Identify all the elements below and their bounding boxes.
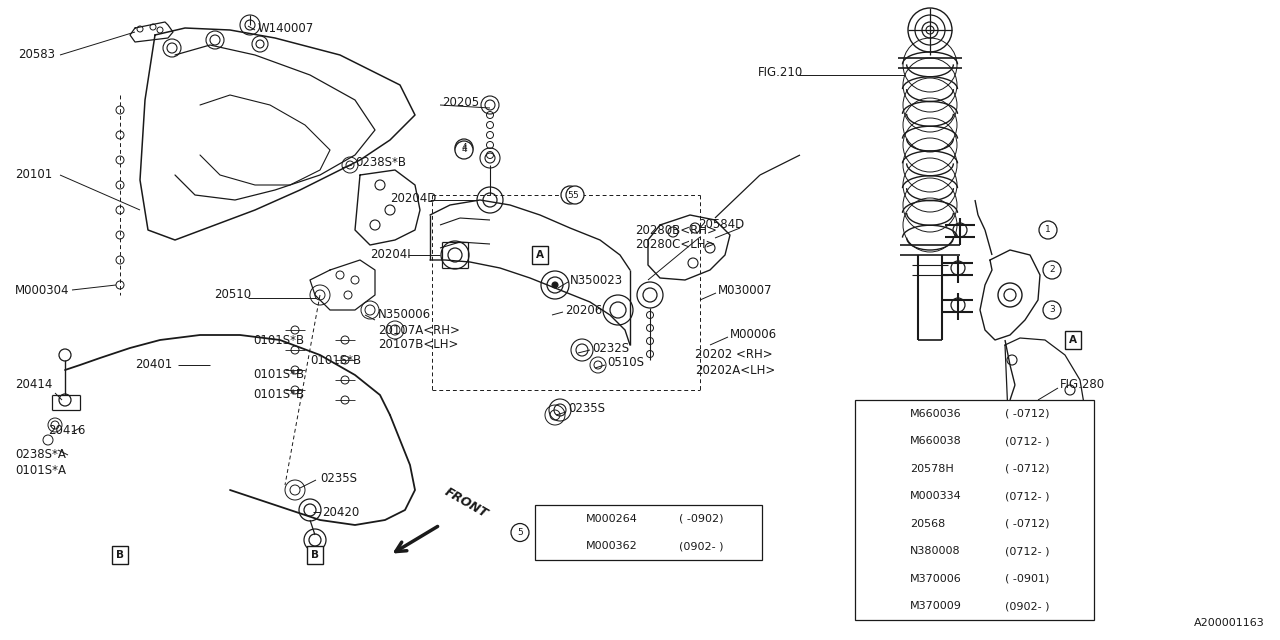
Text: 20204D: 20204D <box>390 191 436 205</box>
Text: 0232S: 0232S <box>591 342 630 355</box>
Text: 0101S*B: 0101S*B <box>253 388 305 401</box>
Circle shape <box>454 139 474 157</box>
Text: 1: 1 <box>1046 225 1051 234</box>
Circle shape <box>561 186 579 204</box>
Bar <box>307 546 323 564</box>
Circle shape <box>872 529 890 547</box>
Text: 0238S*B: 0238S*B <box>355 156 406 168</box>
Text: 5: 5 <box>567 191 573 200</box>
Text: 20280C<LH>: 20280C<LH> <box>635 239 716 252</box>
Text: 20416: 20416 <box>49 424 86 436</box>
Text: 4: 4 <box>878 588 883 597</box>
Text: 2: 2 <box>1050 266 1055 275</box>
Text: (0712- ): (0712- ) <box>1005 492 1050 501</box>
Circle shape <box>454 141 474 159</box>
Text: M00006: M00006 <box>730 328 777 342</box>
Text: N350023: N350023 <box>570 273 623 287</box>
Text: M000362: M000362 <box>586 541 639 551</box>
Text: 20280B<RH>: 20280B<RH> <box>635 223 717 237</box>
Text: 2: 2 <box>878 478 883 487</box>
Text: 4: 4 <box>461 143 467 152</box>
Text: 20107A<RH>: 20107A<RH> <box>378 323 460 337</box>
Text: 3: 3 <box>878 533 883 542</box>
Circle shape <box>511 524 529 541</box>
Text: 20202 <RH>: 20202 <RH> <box>695 349 773 362</box>
Text: 20414: 20414 <box>15 378 52 392</box>
Text: 4: 4 <box>461 145 467 154</box>
Bar <box>1065 331 1082 349</box>
Text: FIG.210: FIG.210 <box>758 65 804 79</box>
Text: 20107B<LH>: 20107B<LH> <box>378 339 458 351</box>
Text: 5: 5 <box>572 191 577 200</box>
Text: (0902- ): (0902- ) <box>678 541 723 551</box>
Text: (0712- ): (0712- ) <box>1005 547 1050 556</box>
Bar <box>535 505 762 560</box>
Text: 20401: 20401 <box>134 358 173 371</box>
Text: ( -0712): ( -0712) <box>1005 409 1050 419</box>
Text: W140007: W140007 <box>259 22 315 35</box>
Text: B: B <box>311 550 319 560</box>
Circle shape <box>872 474 890 492</box>
Text: FRONT: FRONT <box>442 485 490 520</box>
Text: B: B <box>116 550 124 560</box>
Text: 3: 3 <box>1050 305 1055 314</box>
Text: A: A <box>1069 335 1076 345</box>
Text: ( -0902): ( -0902) <box>678 514 723 524</box>
Text: M660036: M660036 <box>910 409 961 419</box>
Circle shape <box>872 584 890 602</box>
Text: 20101: 20101 <box>15 168 52 182</box>
Text: A200001163: A200001163 <box>1194 618 1265 628</box>
Text: 20206: 20206 <box>564 303 603 317</box>
Text: M370009: M370009 <box>910 602 963 611</box>
Text: (0712- ): (0712- ) <box>1005 436 1050 446</box>
Text: 0510S: 0510S <box>607 356 644 369</box>
Text: M000334: M000334 <box>910 492 963 501</box>
Text: 20583: 20583 <box>18 49 55 61</box>
Bar <box>855 400 1094 620</box>
Text: 0101S*A: 0101S*A <box>15 463 67 477</box>
Text: 0101S*B: 0101S*B <box>310 353 361 367</box>
Text: 1: 1 <box>878 423 883 432</box>
Text: 0101S*B: 0101S*B <box>253 333 305 346</box>
Text: 20420: 20420 <box>323 506 360 518</box>
Text: ( -0712): ( -0712) <box>1005 464 1050 474</box>
Bar <box>532 246 548 264</box>
Circle shape <box>1043 301 1061 319</box>
Text: M030007: M030007 <box>718 284 773 296</box>
Text: N380008: N380008 <box>910 547 961 556</box>
Text: M000304: M000304 <box>15 284 69 296</box>
Text: 20568: 20568 <box>910 519 946 529</box>
Text: (0902- ): (0902- ) <box>1005 602 1050 611</box>
Text: A: A <box>536 250 544 260</box>
Text: 20204I: 20204I <box>370 248 411 262</box>
Text: 20205: 20205 <box>442 95 479 109</box>
Text: FIG.280: FIG.280 <box>1060 378 1105 392</box>
Text: M370006: M370006 <box>910 574 963 584</box>
Text: 0101S*B: 0101S*B <box>253 369 305 381</box>
Circle shape <box>566 186 584 204</box>
Text: ( -0712): ( -0712) <box>1005 519 1050 529</box>
Circle shape <box>1039 221 1057 239</box>
Text: 5: 5 <box>517 528 522 537</box>
Text: 0238S*A: 0238S*A <box>15 449 65 461</box>
Text: 20510: 20510 <box>214 289 251 301</box>
Text: M000264: M000264 <box>586 514 639 524</box>
Text: 0235S: 0235S <box>320 472 357 484</box>
Text: ( -0901): ( -0901) <box>1005 574 1050 584</box>
Circle shape <box>1043 261 1061 279</box>
Text: 20202A<LH>: 20202A<LH> <box>695 364 776 376</box>
Text: 0235S: 0235S <box>568 401 605 415</box>
Circle shape <box>872 419 890 436</box>
Text: N350006: N350006 <box>378 308 431 321</box>
Circle shape <box>552 282 558 288</box>
Text: M660038: M660038 <box>910 436 963 446</box>
Text: 20578H: 20578H <box>910 464 954 474</box>
Bar <box>113 546 128 564</box>
Text: 20584D: 20584D <box>698 218 744 232</box>
